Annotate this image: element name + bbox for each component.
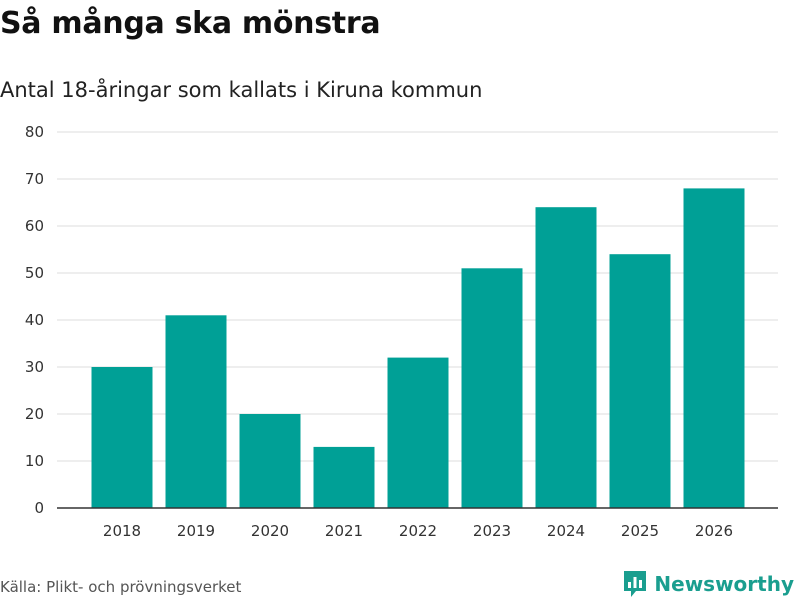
brand-name: Newsworthy [654, 572, 794, 596]
bars [91, 188, 745, 508]
y-tick-label-30: 30 [25, 358, 44, 376]
axes: 0 10 20 30 40 50 60 70 80 2018 2019 2020 2021 2022 202… [25, 123, 778, 540]
y-tick-label-10: 10 [25, 452, 44, 470]
bar-2022 [387, 357, 449, 508]
bar-chart-logo-icon [624, 571, 647, 597]
y-tick-label-0: 0 [34, 499, 44, 517]
y-tick-label-70: 70 [25, 170, 44, 188]
bar-2025 [609, 254, 671, 508]
y-tick-label-80: 80 [25, 123, 44, 141]
brand-logo: Newsworthy [622, 568, 794, 600]
bar-2021 [313, 446, 375, 508]
y-tick-label-20: 20 [25, 405, 44, 423]
bar-2026 [683, 188, 745, 508]
x-tick-label-2020: 2020 [251, 522, 289, 540]
x-tick-label-2024: 2024 [547, 522, 585, 540]
y-tick-label-40: 40 [25, 311, 44, 329]
x-tick-label-2025: 2025 [621, 522, 659, 540]
y-tick-label-50: 50 [25, 264, 44, 282]
y-tick-label-60: 60 [25, 217, 44, 235]
bar-2018 [91, 367, 153, 508]
bar-2020 [239, 414, 301, 508]
x-tick-label-2019: 2019 [177, 522, 215, 540]
x-tick-label-2023: 2023 [473, 522, 511, 540]
x-tick-label-2018: 2018 [103, 522, 141, 540]
x-tick-label-2021: 2021 [325, 522, 363, 540]
bar-2019 [165, 315, 227, 508]
x-tick-label-2026: 2026 [695, 522, 733, 540]
chart-subtitle: Antal 18-åringar som kallats i Kiruna ko… [0, 78, 483, 102]
x-tick-label-2022: 2022 [399, 522, 437, 540]
source-note: Källa: Plikt- och prövningsverket [0, 578, 242, 596]
bar-2024 [535, 207, 597, 508]
chart-title: Så många ska mönstra [0, 6, 381, 41]
bar-2023 [461, 268, 523, 508]
